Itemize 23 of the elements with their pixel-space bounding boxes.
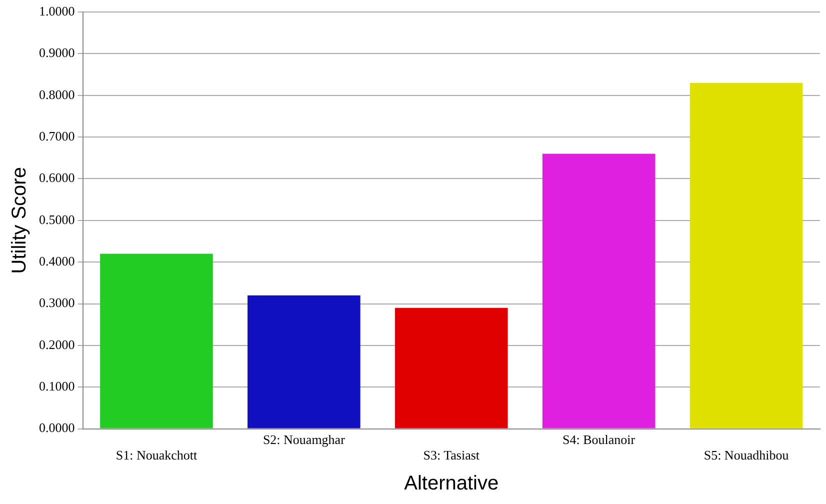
y-tick-label: 0.0000 <box>39 420 75 436</box>
x-tick-label: S4: Boulanoir <box>562 432 636 448</box>
y-tick-label: 1.0000 <box>39 3 75 18</box>
x-tick-label: S1: Nouakchott <box>116 448 198 463</box>
y-tick-label: 0.2000 <box>39 336 75 352</box>
bar <box>542 154 656 428</box>
y-tick-label: 0.8000 <box>39 86 75 102</box>
x-axis-title: Alternative <box>404 472 499 495</box>
bar <box>248 295 360 428</box>
x-tick-label: S2: Nouamghar <box>262 432 346 448</box>
bar <box>690 82 803 428</box>
y-tick-label: 0.3000 <box>39 295 75 310</box>
x-tick-label: S5: Nouadhibou <box>704 448 790 463</box>
y-tick-label: 0.5000 <box>39 212 75 227</box>
x-tick-label: S3: Tasiast <box>423 448 480 463</box>
y-tick-label: 0.7000 <box>39 128 75 144</box>
bar <box>100 254 213 428</box>
y-tick-label: 0.1000 <box>39 378 75 394</box>
y-tick-label: 0.9000 <box>39 45 75 60</box>
bar <box>394 308 508 428</box>
y-tick-label: 0.4000 <box>39 254 75 268</box>
y-axis-title: Utility Score <box>8 167 31 274</box>
y-tick-label: 0.6000 <box>39 170 75 186</box>
